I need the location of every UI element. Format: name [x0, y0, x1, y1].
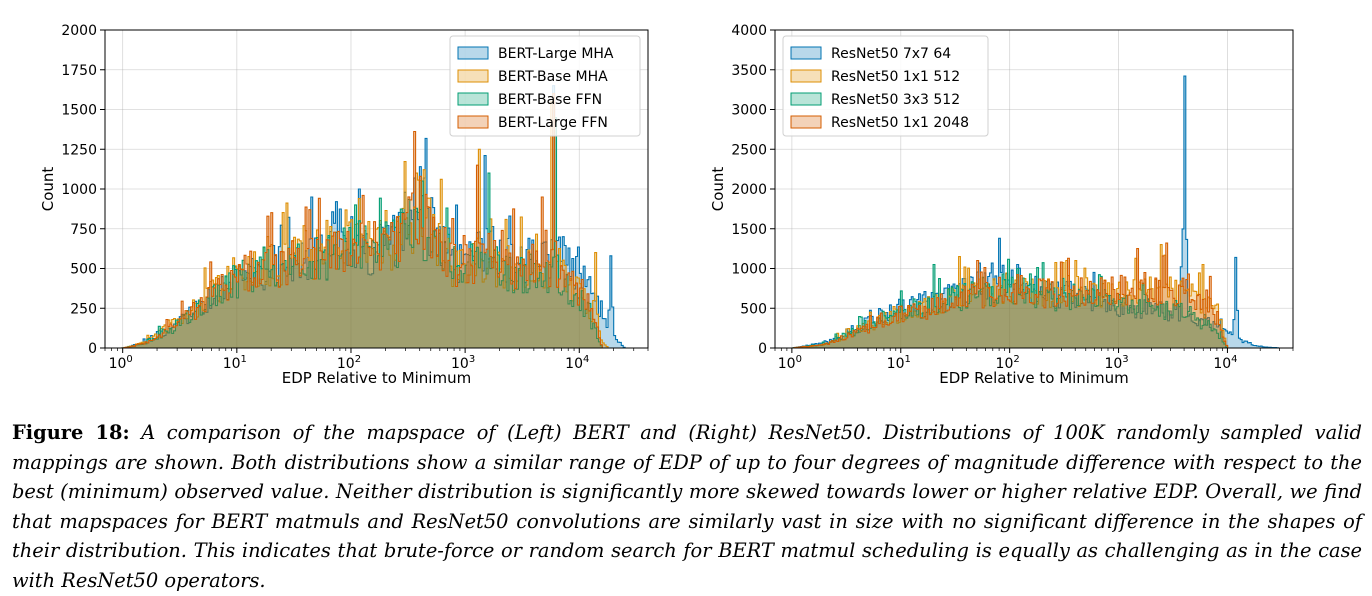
y-tick-label: 0 [88, 341, 97, 357]
y-tick-label: 3500 [731, 63, 767, 79]
y-tick-label: 1500 [61, 103, 97, 119]
y-tick-label: 2000 [61, 23, 97, 39]
x-tick-label: 100 [109, 354, 133, 372]
series-3 [105, 93, 648, 349]
histogram-resnet50: 0 500 1000 1500 2000 2500 3000 3500 4000 100 101 10… [709, 23, 1294, 387]
x-tick-label: 103 [451, 354, 475, 372]
x-tick-label: 104 [1213, 354, 1237, 372]
y-tick-label: 1750 [61, 63, 97, 79]
caption-text: A comparison of the mapspace of (Left) B… [12, 421, 1362, 592]
y-axis-label: Count [709, 167, 727, 212]
x-axis-label: EDP Relative to Minimum [282, 369, 471, 387]
x-tick-label: 100 [778, 354, 802, 372]
legend: BERT-Large MHA BERT-Base MHA BERT-Base FFN… [449, 35, 641, 137]
y-tick-label: 1000 [61, 182, 97, 198]
y-tick-label: 4000 [731, 23, 767, 39]
x-axis-label: EDP Relative to Minimum [939, 369, 1128, 387]
legend-swatch [457, 69, 489, 83]
legend-entry: ResNet50 7x7 64 [831, 46, 951, 62]
caption-label: Figure 18: [12, 421, 130, 444]
legend-entry: BERT-Base FFN [498, 92, 602, 108]
y-tick-label: 500 [740, 301, 767, 317]
x-tick-label: 102 [337, 354, 361, 372]
y-tick-label: 1250 [61, 142, 97, 158]
legend-entry: ResNet50 3x3 512 [831, 92, 960, 108]
legend-entry: BERT-Large FFN [498, 115, 608, 131]
y-tick-label: 3000 [731, 103, 767, 119]
y-tick-label: 750 [70, 222, 97, 238]
legend-entry: ResNet50 1x1 2048 [831, 115, 969, 131]
legend-swatch [457, 115, 489, 129]
legend-swatch [457, 92, 489, 106]
x-tick-label: 102 [996, 354, 1020, 372]
legend-swatch [457, 46, 489, 60]
legend-swatch [790, 69, 822, 83]
x-tick-label: 101 [887, 354, 911, 372]
x-tick-label: 103 [1104, 354, 1128, 372]
series-outline [105, 93, 648, 349]
y-tick-label: 0 [758, 341, 767, 357]
legend-swatch [790, 92, 822, 106]
x-tick-label: 101 [223, 354, 247, 372]
y-tick-label: 2500 [731, 142, 767, 158]
y-tick-label: 250 [70, 301, 97, 317]
y-axis-label: Count [39, 167, 57, 212]
x-tick-label: 104 [565, 354, 589, 372]
legend-entry: BERT-Large MHA [498, 46, 614, 62]
legend-swatch [790, 46, 822, 60]
series-outline [775, 242, 1293, 349]
legend-entry: ResNet50 1x1 512 [831, 69, 960, 85]
legend: ResNet50 7x7 64 ResNet50 1x1 512 ResNet50 … [782, 35, 989, 137]
y-tick-label: 500 [70, 262, 97, 278]
y-tick-label: 2000 [731, 182, 767, 198]
y-tick-label: 1500 [731, 222, 767, 238]
legend-swatch [790, 115, 822, 129]
y-tick-label: 1000 [731, 262, 767, 278]
series-outline [775, 258, 1293, 349]
legend-entry: BERT-Base MHA [498, 69, 608, 85]
series-3 [775, 242, 1293, 349]
series-fill [775, 76, 1293, 348]
histogram-bert: 0 250 500 750 1000 1250 1500 1750 2000 100 101 102 1… [39, 23, 649, 387]
figure-caption: Figure 18: A comparison of the mapspace … [12, 418, 1362, 596]
